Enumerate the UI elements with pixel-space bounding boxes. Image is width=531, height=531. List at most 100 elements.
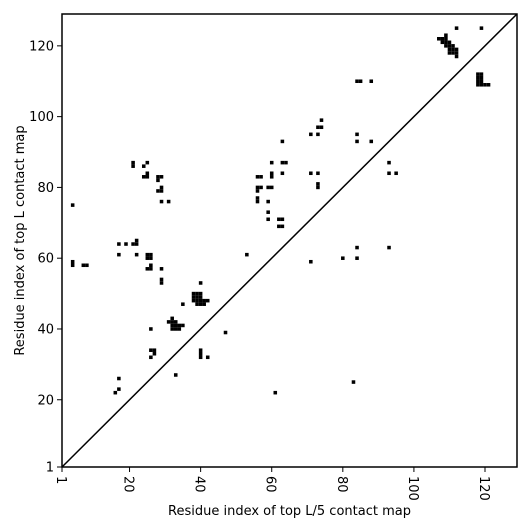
contact-cell	[309, 132, 313, 137]
contact-cell	[198, 295, 203, 299]
contact-cell	[483, 83, 487, 87]
contact-cell	[152, 351, 157, 356]
contact-cell	[440, 37, 445, 41]
contact-cell	[255, 199, 260, 204]
contact-cell	[444, 33, 448, 37]
contact-cell	[131, 164, 135, 168]
contact-cell	[152, 348, 157, 352]
contact-cell	[149, 355, 153, 360]
contact-cell	[387, 171, 391, 176]
contact-cell	[319, 125, 324, 130]
contact-cell	[476, 72, 480, 76]
y-tick-label: 40	[37, 322, 54, 337]
contact-cell	[149, 348, 153, 352]
contact-cell	[394, 171, 398, 176]
contact-cell	[145, 160, 150, 165]
contact-cell	[131, 160, 135, 165]
contact-cell	[191, 298, 196, 303]
contact-cell	[259, 175, 263, 179]
contact-cell	[70, 263, 75, 268]
y-tick-label: 20	[37, 393, 54, 408]
contact-cell	[134, 252, 139, 257]
contact-cell	[177, 327, 182, 331]
contact-cell	[170, 323, 174, 328]
contact-cell	[131, 242, 135, 246]
contact-cell	[319, 118, 324, 122]
contact-cell	[447, 44, 452, 48]
contact-cell	[369, 139, 374, 144]
x-tick-label: 1	[53, 476, 68, 484]
contact-cell	[205, 355, 210, 360]
contact-cell	[369, 79, 374, 84]
y-tick-label: 1	[46, 461, 54, 476]
contact-cell	[280, 171, 285, 176]
y-tick-label: 60	[37, 252, 54, 267]
contact-cell	[316, 182, 320, 186]
contact-cell	[159, 199, 164, 204]
contact-cell	[145, 171, 150, 176]
contact-cell	[447, 40, 452, 45]
contact-cell	[159, 185, 164, 190]
contact-cell	[309, 259, 313, 264]
contact-cell	[159, 267, 164, 271]
contact-cell	[173, 327, 178, 331]
contact-cell	[316, 132, 320, 137]
contact-cell	[159, 175, 164, 179]
contact-cell	[479, 83, 484, 87]
contact-cell	[159, 189, 164, 193]
contact-cell	[166, 320, 171, 324]
contact-cell	[202, 302, 206, 306]
contact-cell	[191, 291, 196, 296]
contact-cell	[85, 263, 89, 268]
contact-cell	[145, 175, 150, 179]
contact-cell	[149, 267, 153, 271]
contact-cell	[479, 72, 484, 76]
contact-cell	[245, 252, 249, 257]
contact-cell	[284, 160, 288, 165]
x-tick-label: 40	[192, 476, 207, 493]
contact-cell	[117, 376, 121, 381]
x-axis-label: Residue index of top L/5 contact map	[168, 504, 411, 519]
contact-cell	[195, 298, 199, 303]
contact-cell	[70, 259, 75, 264]
contact-cell	[266, 185, 270, 190]
contact-cell	[447, 51, 452, 55]
contact-cell	[191, 295, 196, 299]
contact-cell	[255, 189, 260, 193]
contact-cell	[170, 320, 174, 324]
x-tick-label: 80	[334, 476, 349, 493]
contact-cell	[479, 26, 484, 30]
contact-cell	[117, 387, 121, 391]
contact-cell	[280, 160, 285, 165]
contact-cell	[113, 390, 118, 395]
contact-cell	[316, 125, 320, 130]
contact-cell	[316, 185, 320, 190]
contact-cell	[309, 171, 313, 176]
contact-cell	[476, 79, 480, 84]
contact-cell	[177, 323, 182, 328]
contact-cell	[451, 51, 455, 55]
contact-cell	[269, 171, 274, 176]
x-axis-ticks: 1 20 40 60 80 100 120	[53, 467, 491, 501]
contact-cell	[149, 252, 153, 257]
contact-cell	[145, 252, 150, 257]
contact-cell	[81, 263, 86, 268]
contact-cell	[351, 380, 356, 384]
contact-cell	[454, 47, 459, 52]
contact-cell	[141, 175, 146, 179]
contact-cell	[277, 217, 281, 222]
contact-cell	[316, 171, 320, 176]
x-tick-label: 120	[476, 476, 491, 501]
contact-cell	[387, 245, 391, 250]
x-tick-label: 100	[405, 476, 420, 501]
contact-cell	[266, 210, 270, 214]
contact-cell	[149, 327, 153, 331]
contact-cell	[259, 185, 263, 190]
contact-cell	[134, 242, 139, 246]
contact-cell	[355, 245, 359, 250]
contact-cell	[444, 37, 448, 41]
contact-cell	[145, 256, 150, 260]
contact-cell	[181, 323, 185, 328]
